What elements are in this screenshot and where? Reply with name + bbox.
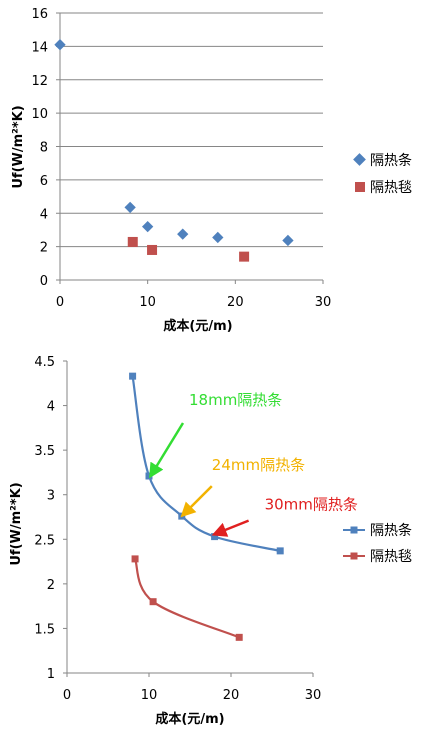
legend: 隔热条 隔热毯 — [353, 152, 412, 196]
y-tick-label: 1 — [47, 667, 55, 682]
legend-square-icon — [350, 526, 358, 534]
annotation-label: 30mm隔热条 — [265, 496, 358, 514]
y-tick-labels: 1 1.5 2 2.5 3 3.5 4 4.5 — [34, 355, 67, 682]
line-point — [149, 598, 157, 606]
scatter-point — [282, 234, 294, 247]
scatter-point — [127, 236, 138, 247]
x-tick-labels: 0 10 20 30 — [56, 295, 331, 310]
annotation-arrow — [211, 519, 250, 537]
y-tick-label: 14 — [31, 40, 48, 55]
y-tick-label: 8 — [40, 141, 48, 156]
x-tick-label: 0 — [63, 688, 71, 703]
data-points — [54, 39, 294, 262]
legend-label: 隔热条 — [370, 522, 412, 539]
series-line — [134, 558, 240, 639]
y-tick-label: 16 — [31, 7, 48, 22]
annotations: 18mm隔热条 24mm隔热条 30mm隔热条 — [149, 391, 358, 537]
legend-label: 隔热毯 — [370, 180, 412, 196]
y-tick-label: 1.5 — [34, 622, 55, 637]
annotation-label: 24mm隔热条 — [212, 456, 305, 474]
x-tick-label: 20 — [227, 295, 244, 310]
y-tick-label: 2.5 — [34, 533, 55, 548]
y-tick-label: 0 — [40, 274, 48, 289]
x-axis-title: 成本(元/m) — [155, 711, 224, 727]
x-tick-label: 10 — [139, 295, 156, 310]
legend-square-icon — [350, 552, 358, 560]
x-tick-label: 0 — [56, 295, 64, 310]
scatter-point — [54, 39, 66, 51]
legend-square-icon — [355, 182, 365, 192]
data-points — [129, 372, 284, 641]
y-tick-label: 4 — [40, 207, 48, 222]
y-tick-label: 12 — [31, 74, 48, 89]
gridlines — [56, 12, 324, 284]
y-tick-label: 3 — [47, 489, 55, 504]
scatter-point — [239, 251, 250, 262]
annotation-label: 18mm隔热条 — [189, 391, 282, 409]
line-point — [276, 547, 284, 555]
line-point — [131, 555, 139, 563]
scatter-point — [212, 231, 224, 244]
y-tick-labels: 0 2 4 6 8 10 12 14 16 — [31, 7, 48, 289]
line-point — [178, 512, 186, 520]
y-tick-label: 10 — [31, 107, 48, 122]
y-tick-label: 6 — [40, 174, 48, 189]
legend-label: 隔热毯 — [370, 549, 412, 565]
y-axis-title: Uf(W/m²*K) — [9, 482, 24, 565]
x-tick-label: 30 — [305, 688, 322, 703]
legend: 隔热条 隔热毯 — [343, 522, 412, 565]
x-axis-title: 成本(元/m) — [163, 318, 232, 334]
y-tick-label: 2 — [47, 578, 55, 593]
series-lines — [131, 375, 281, 639]
y-tick-label: 4 — [47, 400, 55, 415]
x-tick-label: 30 — [315, 295, 332, 310]
annotation-arrow — [149, 422, 185, 479]
scatter-point — [147, 244, 158, 255]
x-tick-label: 10 — [141, 688, 158, 703]
scatter-point — [177, 228, 189, 240]
x-tick-labels: 0 10 20 30 — [63, 673, 321, 703]
scatter-chart: 0 2 4 6 8 10 12 14 16 0 10 20 30 成本(元/m) Uf(W/m²*K)… — [11, 7, 412, 334]
line-point — [211, 533, 219, 541]
x-tick-label: 20 — [223, 688, 240, 703]
y-axis-title: Uf(W/m²*K) — [11, 105, 26, 188]
y-tick-label: 2 — [40, 241, 48, 256]
line-chart: 1 1.5 2 2.5 3 3.5 4 4.5 0 10 20 30 18mm隔热条 24mm隔热条 3… — [9, 355, 412, 727]
scatter-point — [124, 201, 136, 214]
legend-label: 隔热条 — [370, 152, 412, 169]
scatter-point — [142, 220, 154, 233]
line-point — [129, 372, 137, 380]
line-point — [235, 633, 243, 641]
y-tick-label: 4.5 — [34, 355, 55, 370]
annotation-arrow — [180, 485, 213, 518]
y-tick-label: 3.5 — [34, 444, 55, 459]
line-point — [145, 472, 153, 480]
legend-diamond-icon — [353, 153, 366, 166]
